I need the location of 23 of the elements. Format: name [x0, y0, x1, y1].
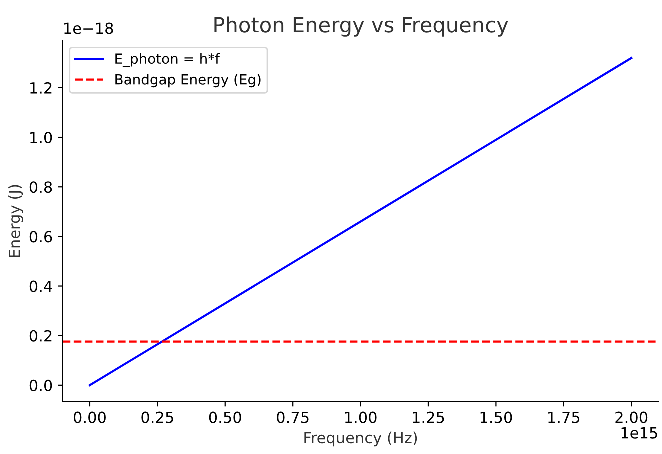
- x-tick-label: 1.00: [345, 412, 377, 424]
- legend-label: Bandgap Energy (Eg): [116, 74, 261, 88]
- x-tick-label: 0.25: [142, 412, 174, 424]
- x-tick-label: 2.00: [616, 412, 648, 424]
- y-tick-label: 1.0: [30, 132, 52, 144]
- x-tick-label: 0.00: [74, 412, 106, 424]
- y-tick-label: 0.4: [30, 280, 52, 292]
- x-axis-title: Frequency (Hz): [304, 432, 418, 447]
- x-tick-label: 0.75: [277, 412, 309, 424]
- y-tick-label: 1.2: [30, 82, 52, 94]
- text: 1e−18: [64, 22, 114, 34]
- x-tick-label: 1.75: [548, 412, 580, 424]
- x-tick-label: 0.50: [209, 412, 242, 424]
- x-tick-label: 1.50: [480, 412, 512, 424]
- text: 1e15: [622, 428, 658, 439]
- x-tick-label: 1.25: [413, 412, 444, 424]
- y-tick-label: 0.8: [30, 182, 52, 194]
- legend-label: E_photon = h*f: [116, 53, 220, 68]
- y-tick-label: 0.0: [30, 380, 52, 392]
- y-tick-label: 0.6: [30, 231, 52, 243]
- y-axis-title: Energy (J): [8, 185, 24, 258]
- chart-title: Photon Energy vs Frequency: [214, 16, 508, 37]
- y-tick-label: 0.2: [30, 330, 52, 342]
